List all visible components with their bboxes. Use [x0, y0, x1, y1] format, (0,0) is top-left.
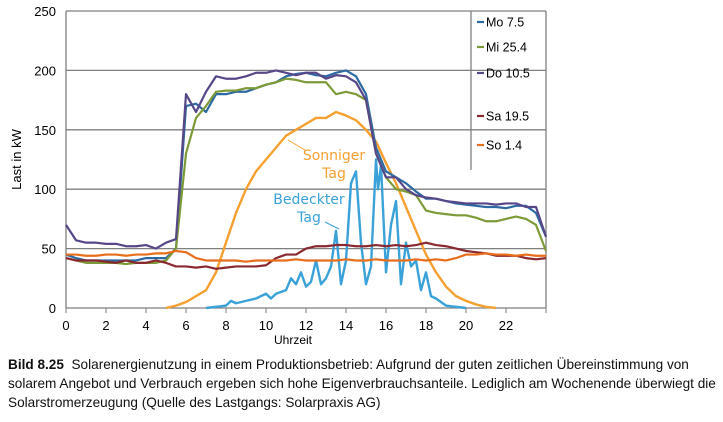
series-mi	[65, 77, 548, 266]
x-tick-label: 8	[222, 318, 229, 333]
legend-label: Do 10.5	[486, 67, 530, 81]
legend-label: So 1.4	[486, 139, 522, 153]
x-tick-label: 16	[379, 318, 393, 333]
annotation-bedeckter-line2: Tag	[296, 210, 321, 226]
y-tick-label: 250	[34, 4, 56, 19]
series-do	[65, 69, 548, 250]
series-sonniger-tag	[165, 110, 497, 310]
x-tick-label: 18	[419, 318, 433, 333]
annotation-leader-bedeckter	[324, 221, 340, 230]
y-tick-label: 50	[42, 242, 56, 257]
legend-label: Sa 19.5	[486, 110, 529, 124]
y-axis-label: Last in kW	[9, 128, 24, 189]
x-tick-label: 4	[142, 318, 149, 333]
annotation-leader-sonniger	[287, 139, 306, 151]
x-tick-label: 20	[459, 318, 473, 333]
annotation-sonniger-line1: Sonniger	[303, 148, 366, 164]
caption-text: Solarenergienutzung in einem Produktions…	[8, 357, 716, 410]
legend-label: Mo 7.5	[486, 16, 524, 30]
annotation-bedeckter-line1: Bedeckter	[273, 192, 345, 208]
x-tick-label: 14	[339, 318, 353, 333]
y-tick-label: 0	[49, 301, 56, 316]
x-tick-label: 22	[499, 318, 513, 333]
caption-label: Bild 8.25	[8, 357, 64, 372]
series-sa	[65, 241, 547, 270]
series-bedeckter-tag	[205, 158, 467, 310]
annotation-sonniger-line2: Tag	[321, 166, 346, 182]
x-tick-label: 12	[299, 318, 313, 333]
x-tick-label: 10	[259, 318, 273, 333]
y-tick-label: 150	[34, 123, 56, 138]
x-tick-label: 6	[182, 318, 189, 333]
x-tick-label: 0	[62, 318, 69, 333]
legend-label: Mi 25.4	[486, 41, 527, 55]
y-tick-label: 200	[34, 63, 56, 78]
series-so	[66, 249, 546, 263]
load-profile-chart: 0 50 100 150 200 250 0 2 4 6 8 10 12 14 16 18 20 22 Uhrzei…	[9, 4, 548, 347]
figure-caption: Bild 8.25 Solarenergienutzung in einem P…	[8, 355, 718, 412]
x-tick-label: 2	[102, 318, 109, 333]
series-mo	[65, 69, 548, 262]
y-tick-label: 100	[34, 182, 56, 197]
x-axis-label: Uhrzeit	[274, 333, 313, 347]
